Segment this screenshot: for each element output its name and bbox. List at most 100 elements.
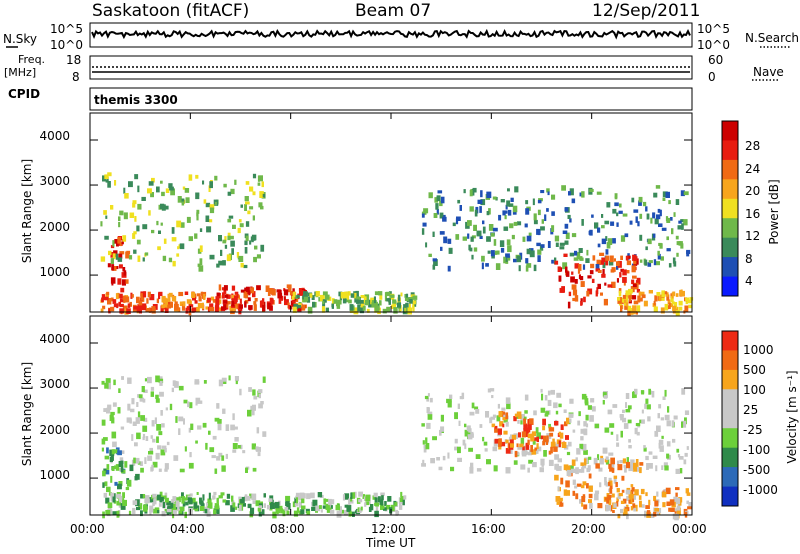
power-cell — [199, 228, 203, 232]
power-cell — [151, 308, 156, 314]
power-cell — [632, 283, 637, 288]
velocity-cell — [666, 453, 670, 459]
velocity-cell — [687, 506, 692, 510]
power-cell — [247, 297, 251, 302]
velocity-cell — [184, 446, 187, 452]
power-cell — [215, 301, 220, 309]
velocity-cell — [179, 468, 185, 473]
power-cell — [257, 182, 261, 186]
power-cbar-tick-16: 16 — [745, 207, 761, 221]
power-cell — [547, 241, 551, 248]
power-cell — [660, 256, 664, 261]
power-cell — [605, 255, 610, 261]
velocity-cell — [206, 511, 211, 517]
power-cell — [672, 305, 677, 311]
velocity-cell — [630, 489, 634, 495]
velocity-cell — [350, 492, 353, 499]
velocity-cell — [114, 481, 118, 486]
velocity-cell — [625, 402, 627, 408]
power-cell — [168, 257, 173, 263]
velocity-cell — [555, 410, 559, 415]
velocity-cell — [181, 498, 185, 504]
power-cell — [127, 303, 131, 308]
velocity-cell — [608, 452, 614, 456]
velocity-cell — [681, 421, 684, 428]
power-cell — [551, 194, 556, 200]
velocity-cell — [208, 492, 211, 500]
velocity-cell — [251, 493, 257, 501]
velocity-cell — [235, 437, 238, 441]
power-cell — [659, 209, 662, 217]
velocity-cell — [129, 464, 134, 472]
power-cell — [653, 306, 658, 313]
power-cell — [653, 259, 657, 266]
power-cell — [512, 205, 518, 213]
power-cell — [507, 245, 512, 253]
power-cell — [252, 291, 256, 298]
velocity-cell — [120, 465, 124, 473]
power-cell — [648, 290, 653, 294]
power-cell — [607, 238, 613, 245]
power-cell — [137, 203, 142, 210]
power-cell — [207, 306, 210, 313]
velocity-cell — [675, 468, 680, 474]
power-cell — [362, 305, 366, 311]
velocity-cell — [531, 431, 536, 437]
velocity-cell — [165, 407, 168, 411]
velocity-cell — [664, 389, 667, 397]
power-colorbar-swatch — [722, 179, 738, 200]
power-cell — [203, 294, 206, 300]
velocity-cell — [654, 508, 659, 512]
velocity-cell — [581, 496, 586, 503]
power-cell — [100, 256, 106, 262]
power-cell — [205, 202, 211, 208]
power-cell — [353, 307, 359, 315]
velocity-cell — [226, 493, 231, 499]
velocity-cell — [641, 419, 645, 424]
velocity-cell — [508, 436, 513, 441]
velocity-cell — [575, 457, 578, 462]
power-cell — [169, 186, 174, 191]
power-cell — [636, 277, 641, 285]
velocity-cell — [572, 490, 576, 496]
velocity-cell — [202, 494, 205, 501]
power-cell — [653, 300, 656, 306]
velocity-cell — [662, 502, 666, 508]
velocity-cell — [326, 507, 332, 513]
velocity-cell — [217, 419, 222, 424]
power-cell — [440, 196, 445, 204]
vel-cbar-tick-m1000: -1000 — [743, 483, 778, 497]
velocity-cell — [384, 501, 387, 507]
axis-ticks — [89, 113, 693, 515]
power-cell — [668, 302, 671, 309]
velocity-cell — [608, 499, 612, 506]
velocity-cell — [203, 380, 207, 384]
power-cell — [278, 289, 282, 297]
power-cell — [148, 210, 151, 216]
power-cell — [158, 292, 161, 300]
power-cell — [208, 185, 211, 192]
power-cell — [253, 256, 257, 263]
velocity-cell — [454, 412, 458, 420]
power-cell — [142, 257, 145, 262]
power-cell — [261, 181, 264, 188]
power-cell — [486, 191, 492, 199]
velocity-cell — [153, 508, 156, 514]
power-cell — [194, 233, 198, 239]
power-cell — [166, 304, 172, 309]
velocity-cell — [375, 506, 379, 513]
velocity-cell — [663, 489, 669, 494]
power-cell — [619, 272, 622, 278]
power-cell — [471, 254, 474, 260]
power-cell — [177, 307, 181, 313]
velocity-cell — [654, 500, 659, 507]
power-cell — [130, 292, 133, 299]
velocity-cell — [183, 399, 188, 404]
power-cell — [493, 239, 497, 246]
velocity-cell — [358, 491, 363, 497]
power-cell — [626, 255, 631, 259]
velocity-colorbar — [721, 330, 739, 507]
power-cell — [616, 261, 620, 266]
power-cell — [525, 265, 529, 272]
power-cell — [683, 219, 688, 226]
